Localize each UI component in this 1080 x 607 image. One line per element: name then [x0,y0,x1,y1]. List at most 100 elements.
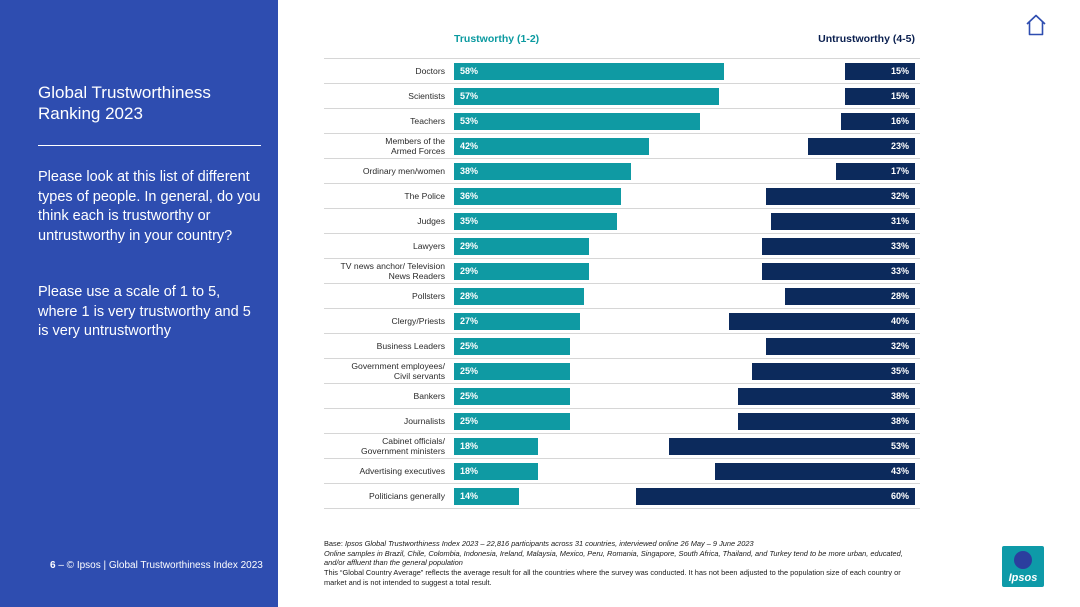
bar-trustworthy [454,412,571,430]
category-label: Doctors [415,65,445,76]
value-label-trustworthy: 35% [460,215,479,226]
row-separator [324,308,920,309]
page-title: Global Trustworthiness Ranking 2023 [38,83,211,123]
value-label-untrustworthy: 23% [890,140,909,151]
value-label-untrustworthy: 38% [890,390,909,401]
row-separator [324,208,920,209]
title-divider [38,145,261,146]
value-label-untrustworthy: 35% [890,365,909,376]
base-prefix: Base: [324,539,345,548]
bar-trustworthy [454,287,585,305]
category-label: Pollsters [412,290,445,301]
value-label-untrustworthy: 15% [890,90,909,101]
value-label-untrustworthy: 15% [890,65,909,76]
value-label-trustworthy: 25% [460,365,479,376]
base-text: Ipsos Global Trustworthiness Index 2023 … [344,539,754,548]
bar-trustworthy [454,262,589,280]
bar-trustworthy [454,337,571,355]
row-separator [324,508,920,509]
category-label: The Police [404,190,445,201]
scale-note: Please use a scale of 1 to 5, where 1 is… [38,284,251,339]
category-label: Bankers [413,390,445,401]
bar-untrustworthy [668,437,915,455]
category-label: Politicians generally [369,490,445,501]
value-label-untrustworthy: 43% [890,465,909,476]
value-label-untrustworthy: 38% [890,415,909,426]
bar-trustworthy [454,487,520,505]
value-label-untrustworthy: 32% [890,340,909,351]
value-label-trustworthy: 36% [460,190,479,201]
bar-untrustworthy [845,62,915,80]
sample-note: Online samples in Brazil, Chile, Colombi… [324,548,903,568]
bar-untrustworthy [770,212,915,230]
bar-untrustworthy [738,387,915,405]
logo-text: Ipsos [1008,572,1038,584]
row-separator [324,383,920,384]
value-label-trustworthy: 57% [460,90,479,101]
row-separator [324,483,920,484]
bar-untrustworthy [784,287,915,305]
row-separator [324,458,920,459]
category-label: Government employees/Civil servants [351,360,445,382]
legend-untrustworthy: Untrustworthy (4-5) [818,33,915,45]
legend-trustworthy: Trustworthy (1-2) [454,33,540,45]
bar-untrustworthy [840,112,915,130]
bar-trustworthy [454,212,617,230]
category-label: Members of the Armed Forces [385,135,445,157]
value-label-trustworthy: 25% [460,340,479,351]
value-label-untrustworthy: 32% [890,190,909,201]
value-label-untrustworthy: 16% [890,115,909,126]
category-label: Teachers [410,115,445,126]
bar-untrustworthy [761,262,915,280]
value-label-trustworthy: 42% [460,140,479,151]
value-label-untrustworthy: 28% [890,290,909,301]
category-label: Journalists [403,415,445,426]
bar-untrustworthy [766,187,915,205]
bar-trustworthy [454,437,538,455]
category-label: Business Leaders [376,340,445,351]
row-separator [324,183,920,184]
average-note: This “Global Country Average” reflects t… [324,568,901,587]
value-label-untrustworthy: 53% [890,440,909,451]
bar-untrustworthy [729,312,915,330]
row-separator [324,133,920,134]
row-separator [324,258,920,259]
value-label-trustworthy: 18% [460,440,479,451]
value-label-untrustworthy: 33% [890,265,909,276]
bar-trustworthy [454,112,701,130]
row-separator [324,58,920,59]
value-label-trustworthy: 14% [460,490,479,501]
value-label-trustworthy: 29% [460,265,479,276]
value-label-trustworthy: 25% [460,390,479,401]
bar-untrustworthy [835,162,915,180]
footer-text: – © Ipsos | Global Trustworthiness Index… [55,560,263,571]
category-label: Cabinet officials/Government ministers [360,435,445,457]
row-separator [324,408,920,409]
row-separator [324,283,920,284]
row-separator [324,108,920,109]
bar-untrustworthy [636,487,915,505]
value-label-trustworthy: 58% [460,65,479,76]
row-separator [324,158,920,159]
category-label: Scientists [408,90,445,101]
sidebar: Global Trustworthiness Ranking 2023 Plea… [0,0,278,607]
value-label-untrustworthy: 40% [890,315,909,326]
value-label-trustworthy: 18% [460,465,479,476]
value-label-trustworthy: 53% [460,115,479,126]
bar-untrustworthy [752,362,915,380]
bar-trustworthy [454,312,580,330]
footer: 6 – © Ipsos | Global Trustworthiness Ind… [50,560,263,571]
bar-untrustworthy [766,337,915,355]
home-icon[interactable] [1024,13,1048,37]
bar-trustworthy [454,87,720,105]
bar-trustworthy [454,362,571,380]
category-label: Judges [417,215,445,226]
bar-untrustworthy [808,137,915,155]
value-label-untrustworthy: 31% [890,215,909,226]
value-label-trustworthy: 27% [460,315,479,326]
value-label-untrustworthy: 33% [890,240,909,251]
row-separator [324,433,920,434]
category-label: Lawyers [413,240,445,251]
row-separator [324,333,920,334]
row-separator [324,358,920,359]
